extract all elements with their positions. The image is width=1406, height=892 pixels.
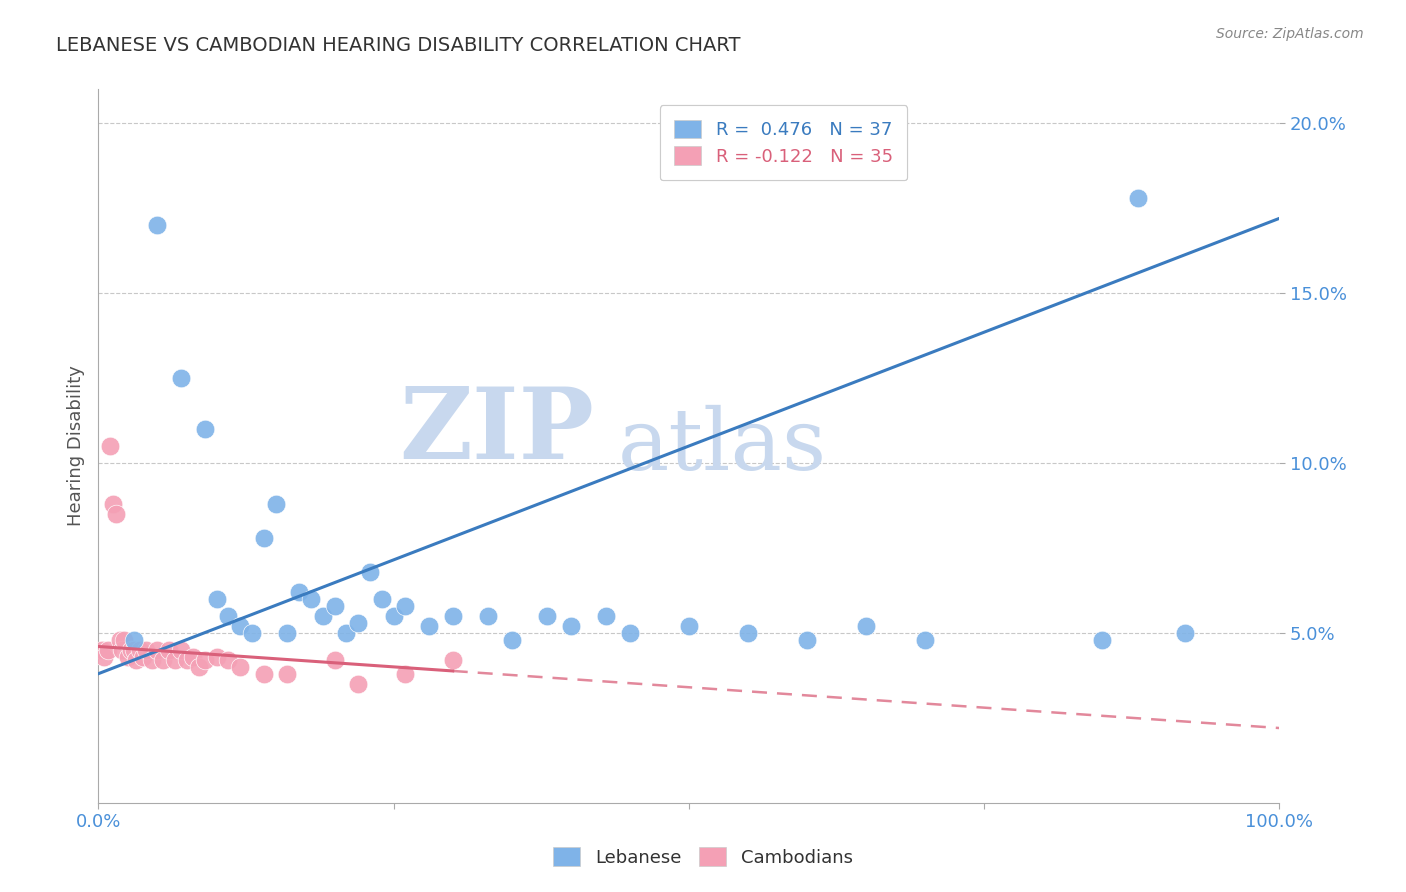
Point xyxy=(394,599,416,613)
Point xyxy=(125,653,148,667)
Point xyxy=(347,677,370,691)
Point xyxy=(299,591,322,606)
Point xyxy=(371,591,394,606)
Point xyxy=(121,643,143,657)
Point xyxy=(229,619,252,633)
Point xyxy=(152,653,174,667)
Point xyxy=(101,497,124,511)
Text: ZIP: ZIP xyxy=(399,384,595,480)
Point xyxy=(176,653,198,667)
Point xyxy=(796,632,818,647)
Point xyxy=(501,632,523,647)
Point xyxy=(181,649,204,664)
Point xyxy=(1126,191,1149,205)
Point xyxy=(98,439,121,453)
Point xyxy=(97,643,120,657)
Point xyxy=(276,666,298,681)
Point xyxy=(170,643,193,657)
Point xyxy=(128,643,150,657)
Point xyxy=(441,608,464,623)
Point xyxy=(312,608,335,623)
Point xyxy=(855,619,877,633)
Point xyxy=(619,626,641,640)
Point xyxy=(146,643,169,657)
Point xyxy=(135,643,157,657)
Y-axis label: Hearing Disability: Hearing Disability xyxy=(66,366,84,526)
Point xyxy=(382,608,405,623)
Point xyxy=(276,626,298,640)
Point xyxy=(253,666,276,681)
Point xyxy=(288,585,311,599)
Text: LEBANESE VS CAMBODIAN HEARING DISABILITY CORRELATION CHART: LEBANESE VS CAMBODIAN HEARING DISABILITY… xyxy=(56,36,741,54)
Point xyxy=(111,643,134,657)
Legend: Lebanese, Cambodians: Lebanese, Cambodians xyxy=(546,840,860,874)
Point xyxy=(240,626,263,640)
Point xyxy=(122,643,145,657)
Point xyxy=(560,619,582,633)
Point xyxy=(205,649,228,664)
Point xyxy=(157,643,180,657)
Point xyxy=(108,632,131,647)
Point xyxy=(1174,626,1197,640)
Point xyxy=(394,666,416,681)
Point xyxy=(359,565,381,579)
Point xyxy=(253,531,276,545)
Point xyxy=(418,619,440,633)
Point xyxy=(194,653,217,667)
Point xyxy=(441,653,464,667)
Point xyxy=(536,608,558,623)
Point xyxy=(229,660,252,674)
Point xyxy=(105,507,128,521)
Point xyxy=(141,653,163,667)
Legend: R =  0.476   N = 37, R = -0.122   N = 35: R = 0.476 N = 37, R = -0.122 N = 35 xyxy=(659,105,907,180)
Point xyxy=(678,619,700,633)
Point xyxy=(323,599,346,613)
Text: atlas: atlas xyxy=(619,404,827,488)
Point xyxy=(335,626,357,640)
Point xyxy=(170,371,193,385)
Point xyxy=(122,632,145,647)
Point xyxy=(737,626,759,640)
Point xyxy=(217,608,239,623)
Point xyxy=(477,608,499,623)
Point xyxy=(132,649,155,664)
Point xyxy=(264,497,287,511)
Text: Source: ZipAtlas.com: Source: ZipAtlas.com xyxy=(1216,27,1364,41)
Point xyxy=(187,660,209,674)
Point xyxy=(1091,632,1114,647)
Point xyxy=(112,632,135,647)
Point xyxy=(914,632,936,647)
Point xyxy=(93,649,115,664)
Point xyxy=(117,649,139,664)
Point xyxy=(146,218,169,232)
Point xyxy=(323,653,346,667)
Point xyxy=(347,615,370,630)
Point xyxy=(205,591,228,606)
Point xyxy=(91,643,114,657)
Point xyxy=(595,608,617,623)
Point xyxy=(217,653,239,667)
Point xyxy=(194,422,217,436)
Point xyxy=(165,653,187,667)
